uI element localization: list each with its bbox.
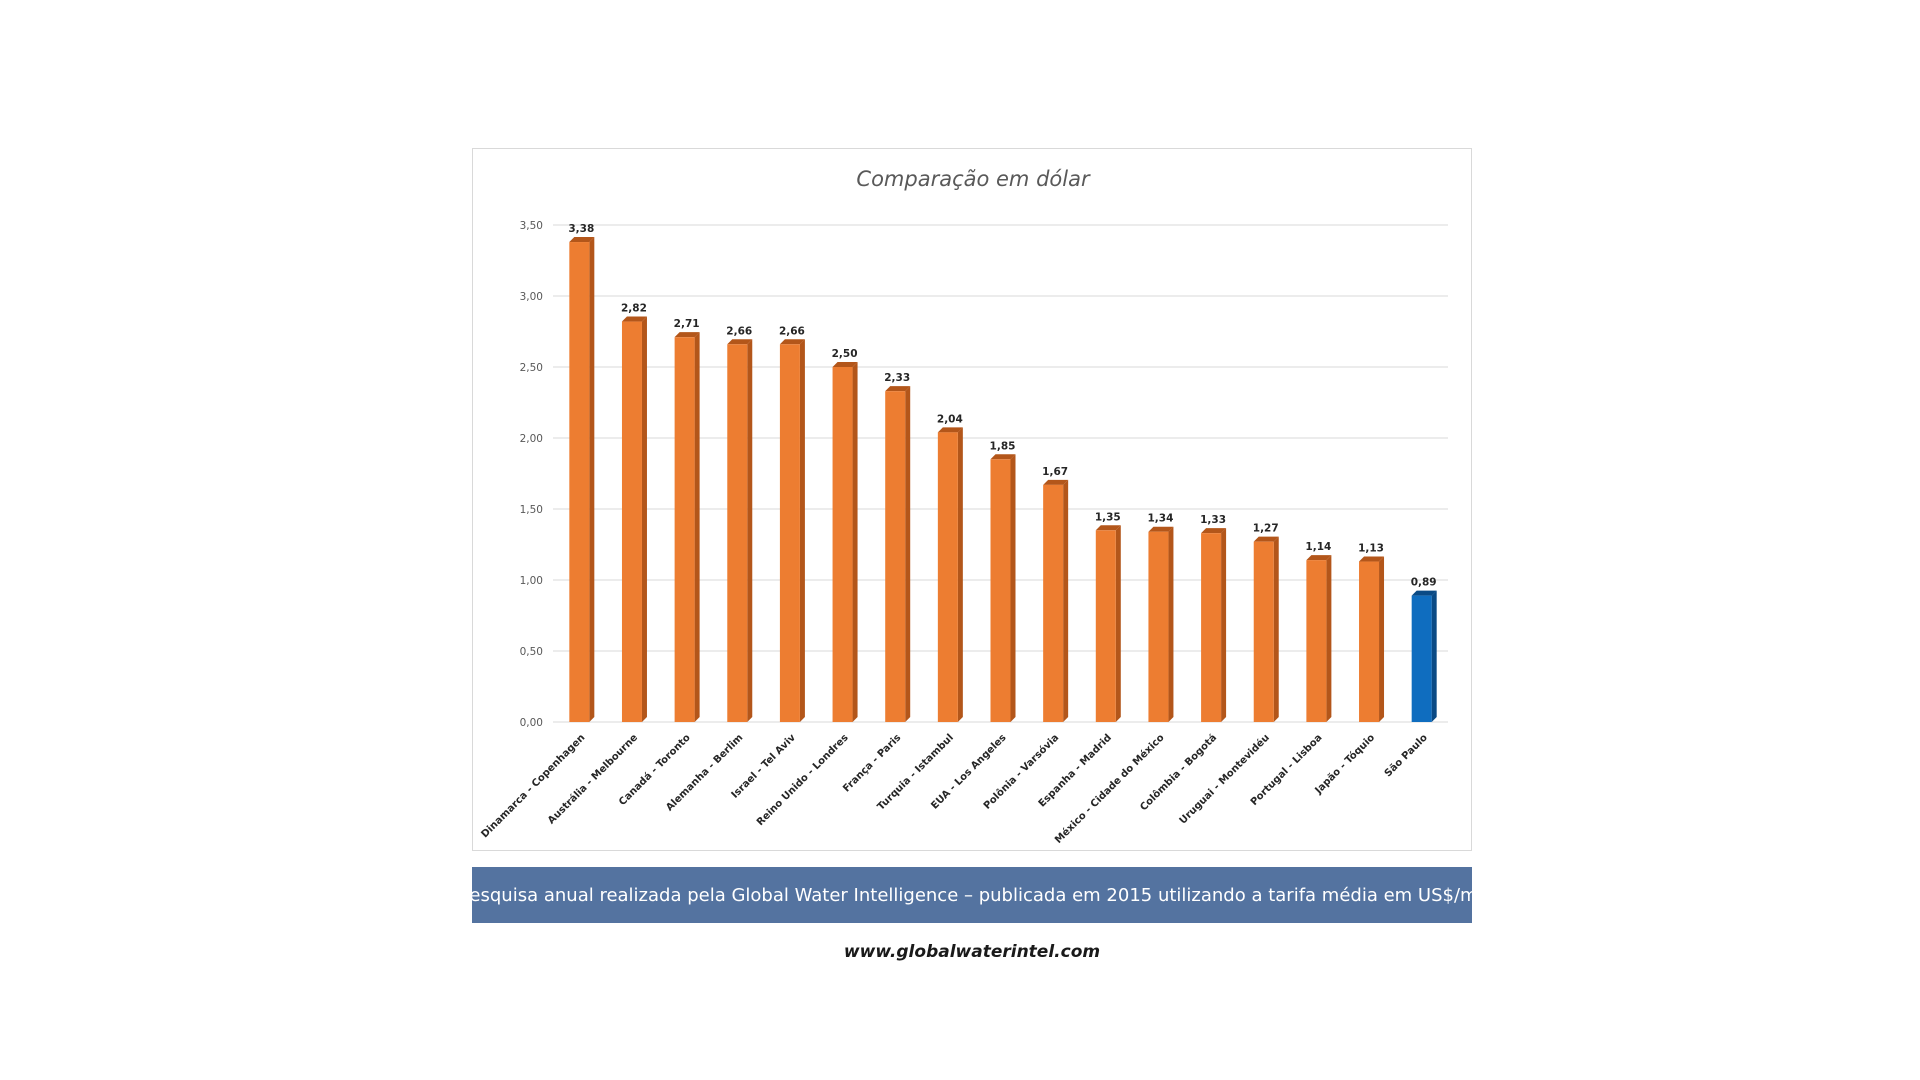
- bar: [727, 339, 753, 722]
- data-labels: 3,38 2,82 2,71 2,66 2,66 2,50 2,33 2,04 1,85 1,67…: [568, 223, 1436, 589]
- source-url: www.globalwaterintel.com: [843, 942, 1101, 962]
- y-tick-label: 0,50: [520, 646, 543, 658]
- data-label: 1,33: [1200, 514, 1226, 526]
- x-category-label: Reino Unido - Londres: [755, 732, 851, 828]
- bar: [1306, 555, 1332, 722]
- data-label: 1,67: [1042, 466, 1068, 478]
- data-label: 1,14: [1305, 541, 1331, 553]
- caption-banner: Pesquisa anual realizada pela Global Wat…: [459, 867, 1485, 923]
- bar: [832, 362, 858, 722]
- y-tick-label: 2,00: [520, 433, 543, 445]
- x-category-label: Austrália - Melbourne: [545, 731, 640, 826]
- x-category-label: Dinamarca - Copenhagen: [479, 732, 587, 840]
- data-label: 2,82: [621, 303, 647, 315]
- data-label: 1,34: [1147, 513, 1173, 525]
- x-category-label: México - Cidade do México: [1052, 732, 1166, 846]
- data-label: 3,38: [568, 223, 594, 235]
- y-tick-label: 3,00: [520, 291, 543, 303]
- bar: [779, 339, 805, 722]
- bar: [1359, 556, 1385, 722]
- chart-title: Comparação em dólar: [856, 167, 1091, 191]
- bars: [569, 237, 1437, 722]
- bar: [1148, 526, 1174, 722]
- bar: [1043, 479, 1069, 722]
- x-category-label: Uruguai - Montevidéu: [1177, 732, 1272, 827]
- data-label: 1,13: [1358, 543, 1384, 555]
- bar: [885, 386, 911, 722]
- bar: [1095, 525, 1121, 722]
- y-tick-label: 1,00: [520, 575, 543, 587]
- y-tick-label: 0,00: [520, 717, 543, 729]
- data-label: 1,27: [1253, 523, 1279, 535]
- bar-chart: Comparação em dólar 0,00 0,50 1,00 1,50 2,00…: [479, 167, 1448, 846]
- bar: [621, 316, 647, 722]
- data-label: 2,71: [674, 318, 700, 330]
- bar: [937, 427, 963, 722]
- y-tick-label: 2,50: [520, 362, 543, 374]
- data-label: 2,66: [726, 325, 752, 337]
- caption-text: Pesquisa anual realizada pela Global Wat…: [459, 884, 1485, 906]
- data-label: 1,35: [1095, 511, 1121, 523]
- chart-container: Comparação em dólar 0,00 0,50 1,00 1,50 2,00…: [472, 148, 1472, 851]
- y-tick-label: 3,50: [520, 220, 543, 232]
- data-label: 2,66: [779, 325, 805, 337]
- bar: [569, 237, 595, 722]
- bar: [1201, 528, 1227, 722]
- y-axis-ticks: 0,00 0,50 1,00 1,50 2,00 2,50 3,00 3,50: [520, 220, 543, 729]
- data-label: 0,89: [1411, 577, 1437, 589]
- data-label: 2,50: [832, 348, 858, 360]
- data-label: 2,04: [937, 413, 963, 425]
- x-category-label: São Paulo: [1383, 732, 1430, 779]
- y-tick-label: 1,50: [520, 504, 543, 516]
- data-label: 1,85: [990, 440, 1016, 452]
- bar: [1253, 536, 1279, 722]
- bar: [990, 454, 1016, 722]
- data-label: 2,33: [884, 372, 910, 384]
- bar: [674, 332, 700, 722]
- bar: [1411, 590, 1437, 722]
